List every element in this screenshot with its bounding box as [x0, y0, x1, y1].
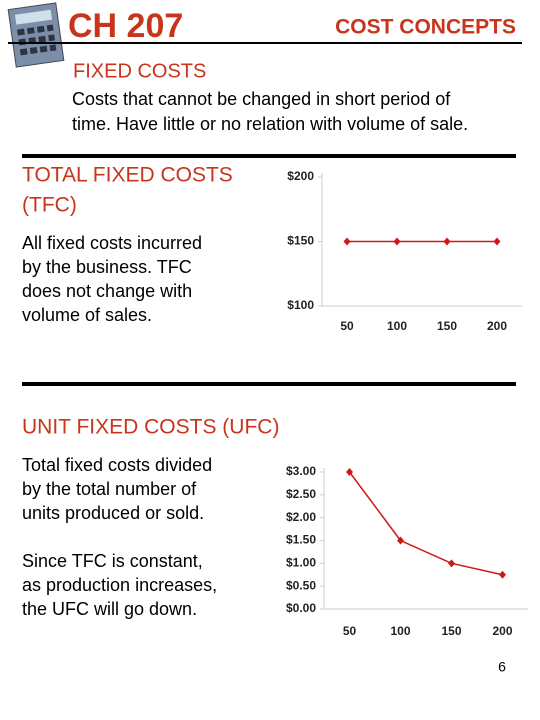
x-tick-label: 150 [437, 319, 457, 333]
x-tick-label: 150 [441, 624, 461, 638]
x-tick-label: 100 [390, 624, 410, 638]
data-point [393, 237, 401, 246]
data-point [448, 559, 455, 568]
x-tick-label: 100 [387, 319, 407, 333]
x-tick-label: 50 [343, 624, 357, 638]
intro-text: Costs that cannot be changed in short pe… [72, 89, 451, 109]
intro-heading: FIXED COSTS [73, 60, 206, 82]
intro-text: time. Have little or no relation with vo… [72, 114, 468, 134]
section-heading: (TFC) [22, 194, 77, 217]
y-tick-label: $1.00 [286, 556, 316, 570]
y-tick-label: $100 [287, 298, 314, 312]
section-text: by the business. TFC [22, 257, 192, 277]
data-line [348, 471, 503, 576]
section-text: Total fixed costs divided [22, 455, 212, 475]
data-point [443, 237, 451, 246]
y-tick-label: $150 [287, 234, 314, 248]
x-tick-label: 200 [492, 624, 512, 638]
y-tick-label: $0.00 [286, 601, 316, 615]
data-point [346, 468, 353, 476]
section-text: by the total number of [22, 479, 197, 499]
y-tick-label: $0.50 [286, 578, 316, 592]
y-tick-label: $3.00 [286, 464, 316, 478]
icon [7, 2, 65, 68]
page-number: 6 [498, 659, 506, 675]
x-tick-label: 50 [340, 319, 354, 333]
section-text: All fixed costs incurred [22, 233, 202, 253]
y-tick-label: $1.50 [286, 533, 316, 547]
y-tick-label: $200 [287, 169, 314, 183]
x-tick-label: 200 [487, 319, 507, 333]
data-point [397, 536, 404, 545]
section-heading: UNIT FIXED COSTS (UFC) [22, 416, 279, 439]
chapter: CH 207 [68, 7, 183, 45]
section-text: the UFC will go down. [22, 599, 197, 619]
data-point [493, 237, 501, 246]
section-text: does not change with [22, 281, 192, 301]
data-point [343, 237, 351, 246]
data-point [499, 570, 506, 579]
y-tick-label: $2.00 [286, 510, 316, 524]
section-text: units produced or sold. [22, 503, 204, 523]
section-heading: TOTAL FIXED COSTS [22, 164, 233, 187]
y-tick-label: $2.50 [286, 487, 316, 501]
slide-title: COST CONCEPTS [335, 16, 516, 39]
section-text: as production increases, [22, 575, 217, 595]
section-text: volume of sales. [22, 305, 152, 325]
section-text: Since TFC is constant, [22, 551, 203, 571]
